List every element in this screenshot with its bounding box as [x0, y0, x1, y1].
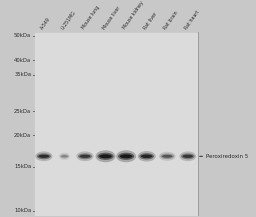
Text: Mouse kidney: Mouse kidney	[122, 1, 145, 30]
Text: 10kDa: 10kDa	[14, 208, 31, 213]
Ellipse shape	[183, 155, 193, 158]
Ellipse shape	[80, 155, 90, 158]
Ellipse shape	[162, 155, 173, 158]
Ellipse shape	[181, 153, 195, 159]
Text: 35kDa: 35kDa	[14, 72, 31, 77]
Bar	[34, 31, 198, 216]
Text: Rat heart: Rat heart	[184, 9, 200, 30]
Text: Peroxiredoxin 5: Peroxiredoxin 5	[206, 154, 249, 159]
Ellipse shape	[35, 151, 52, 161]
Text: 40kDa: 40kDa	[14, 58, 31, 62]
Ellipse shape	[179, 151, 196, 161]
Bar	[34, 31, 198, 216]
Text: 25kDa: 25kDa	[14, 109, 31, 114]
Ellipse shape	[161, 154, 174, 159]
Ellipse shape	[37, 153, 51, 159]
Text: Mouse liver: Mouse liver	[101, 5, 121, 30]
Text: Mouse lung: Mouse lung	[81, 5, 101, 30]
Text: Rat brain: Rat brain	[163, 10, 180, 30]
Ellipse shape	[95, 150, 115, 162]
Text: A-549: A-549	[40, 16, 52, 30]
Ellipse shape	[138, 151, 156, 161]
Ellipse shape	[139, 153, 154, 159]
Text: 15kDa: 15kDa	[14, 164, 31, 169]
Ellipse shape	[78, 153, 92, 159]
Ellipse shape	[59, 153, 70, 160]
Ellipse shape	[120, 154, 132, 158]
Ellipse shape	[99, 154, 112, 158]
Ellipse shape	[60, 154, 69, 159]
Text: U-251MG: U-251MG	[60, 10, 77, 30]
Ellipse shape	[159, 152, 176, 161]
Ellipse shape	[118, 153, 134, 160]
Text: 50kDa: 50kDa	[14, 33, 31, 38]
Ellipse shape	[76, 151, 94, 161]
Ellipse shape	[61, 155, 68, 158]
Ellipse shape	[38, 155, 49, 158]
Ellipse shape	[116, 150, 136, 162]
Text: 20kDa: 20kDa	[14, 133, 31, 138]
Ellipse shape	[98, 153, 114, 160]
Text: Rat liver: Rat liver	[143, 11, 158, 30]
Ellipse shape	[141, 155, 152, 158]
